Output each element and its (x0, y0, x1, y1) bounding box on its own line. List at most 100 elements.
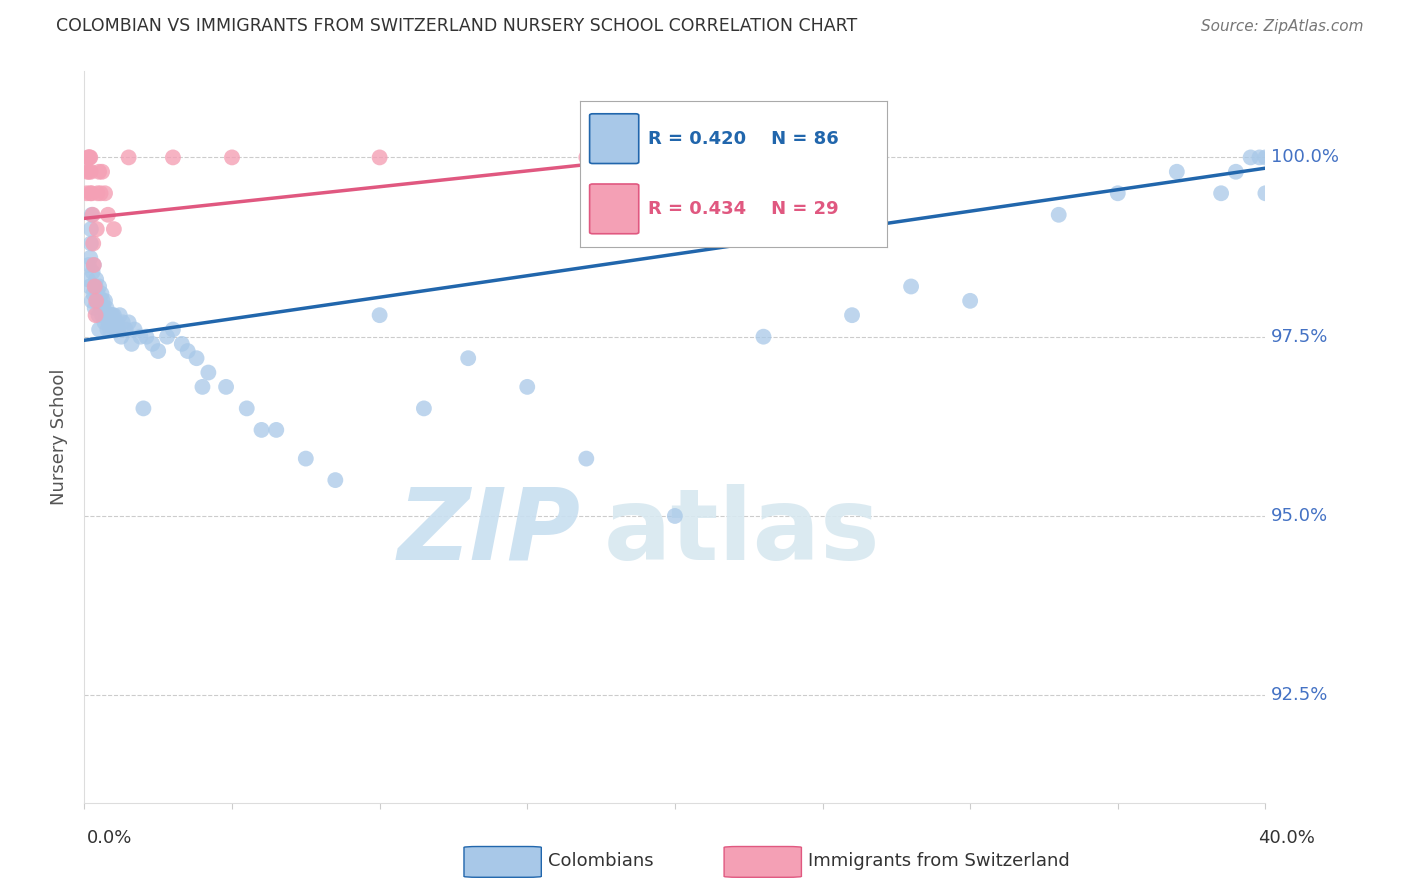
Point (80, 222, 103, 236)
Point (250, 423, 273, 437)
Point (84, 279, 107, 293)
Text: Source: ZipAtlas.com: Source: ZipAtlas.com (1201, 20, 1364, 34)
Point (114, 322, 136, 336)
Point (103, 308, 125, 322)
Text: 100.0%: 100.0% (1271, 148, 1340, 167)
Point (148, 344, 170, 359)
Point (90, 286, 112, 301)
Point (264, 423, 288, 437)
Point (101, 308, 124, 322)
Text: COLOMBIAN VS IMMIGRANTS FROM SWITZERLAND NURSERY SCHOOL CORRELATION CHART: COLOMBIAN VS IMMIGRANTS FROM SWITZERLAND… (56, 17, 858, 35)
Point (87, 165, 111, 179)
Point (221, 150, 243, 164)
Point (413, 401, 436, 416)
Point (575, 150, 598, 164)
Point (664, 508, 686, 523)
Point (77, 272, 100, 286)
Point (108, 308, 131, 322)
Y-axis label: Nursery School: Nursery School (51, 368, 69, 506)
Point (841, 308, 863, 322)
Point (87, 308, 110, 322)
Point (83, 258, 105, 272)
Point (86, 222, 108, 236)
Point (118, 315, 141, 329)
Text: Colombians: Colombians (548, 852, 654, 870)
Point (84, 272, 107, 286)
Point (170, 336, 193, 351)
Point (191, 380, 214, 394)
Point (177, 344, 200, 359)
Text: 92.5%: 92.5% (1271, 686, 1329, 705)
Point (83, 301, 105, 315)
Point (87, 322, 111, 336)
Point (80, 236, 103, 251)
Text: 0.0%: 0.0% (87, 829, 132, 847)
Point (1209, 186, 1232, 201)
Point (457, 351, 479, 366)
Point (162, 150, 184, 164)
Point (93, 301, 115, 315)
Point (79, 186, 101, 201)
Point (1240, 150, 1263, 164)
Point (132, 401, 155, 416)
Point (104, 322, 127, 336)
Point (79, 150, 101, 164)
Point (752, 329, 775, 343)
Point (100, 315, 122, 329)
Point (1254, 150, 1277, 164)
Point (87, 279, 111, 293)
Point (215, 380, 238, 394)
Point (91, 308, 114, 322)
Point (98, 322, 121, 336)
Point (86, 286, 108, 301)
Point (900, 279, 922, 293)
Text: 95.0%: 95.0% (1271, 507, 1329, 525)
Point (76, 186, 98, 201)
Point (89, 293, 111, 308)
Point (1254, 186, 1277, 201)
Point (368, 308, 391, 322)
Point (129, 329, 152, 343)
Point (77, 150, 100, 164)
Point (141, 336, 163, 351)
Point (103, 222, 125, 236)
Text: 97.5%: 97.5% (1271, 327, 1329, 346)
Point (91, 165, 114, 179)
Point (186, 351, 208, 366)
Point (107, 322, 129, 336)
Point (82, 265, 104, 279)
Point (575, 451, 598, 466)
Point (76, 165, 98, 179)
Point (124, 322, 146, 336)
Text: 40.0%: 40.0% (1258, 829, 1315, 847)
Point (86, 186, 108, 201)
Point (80, 293, 103, 308)
FancyBboxPatch shape (724, 847, 801, 878)
Point (80, 165, 103, 179)
Point (94, 308, 117, 322)
Point (91, 293, 114, 308)
Point (96, 322, 118, 336)
Point (79, 150, 101, 164)
Point (1166, 165, 1188, 179)
Point (235, 401, 259, 416)
Point (121, 336, 143, 351)
Point (77, 165, 100, 179)
Point (135, 329, 157, 343)
Point (197, 366, 219, 380)
Point (156, 329, 179, 343)
Point (86, 293, 108, 308)
Point (368, 150, 391, 164)
Point (959, 293, 981, 308)
Point (80, 208, 103, 222)
Point (97, 208, 120, 222)
Point (110, 329, 132, 343)
Point (84, 308, 107, 322)
Point (1249, 150, 1271, 164)
Point (103, 322, 125, 336)
Point (90, 301, 112, 315)
Point (77, 150, 100, 164)
Point (323, 473, 347, 487)
Point (77, 258, 100, 272)
Point (94, 293, 117, 308)
